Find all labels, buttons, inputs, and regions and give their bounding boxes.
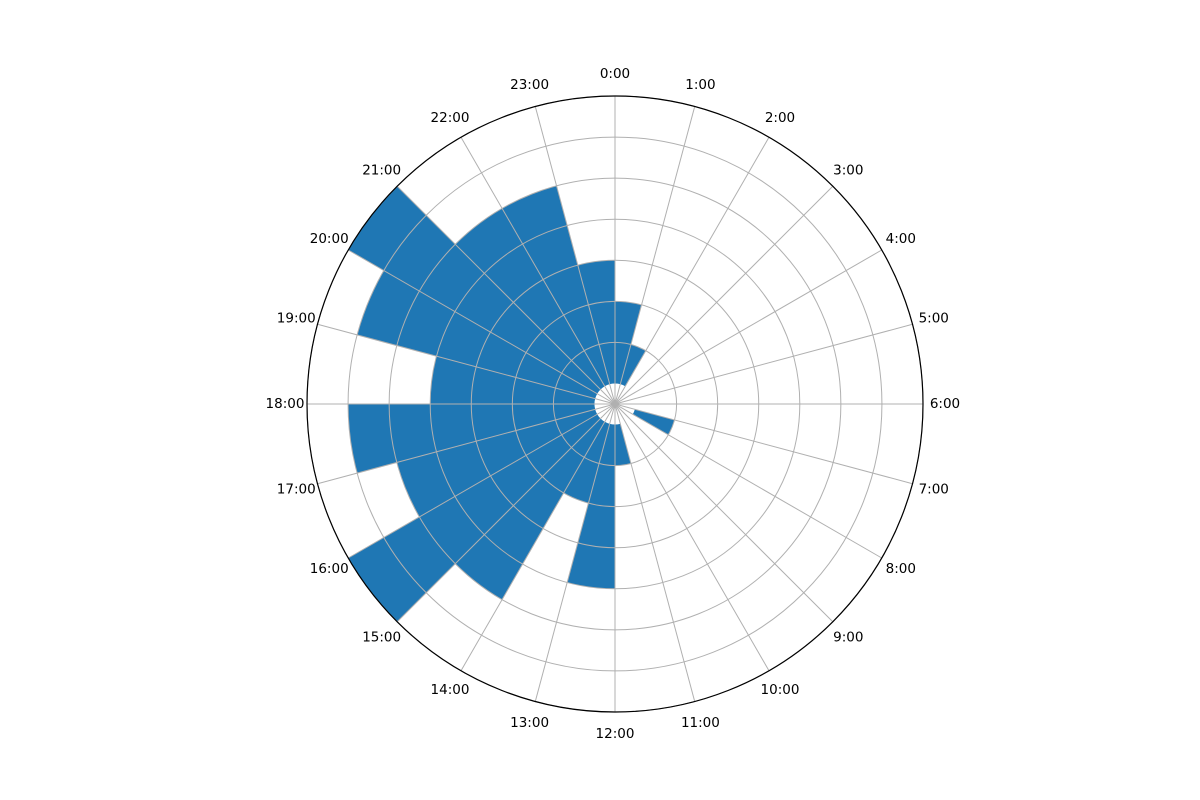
tick-label: 17:00	[277, 481, 316, 497]
grid-spoke	[348, 249, 616, 405]
grid-layer	[306, 95, 924, 713]
tick-label: 19:00	[277, 311, 316, 327]
bar-8:00	[629, 414, 633, 419]
tick-label: 22:00	[431, 110, 470, 126]
bar-22:00	[502, 185, 610, 387]
bar-14:00	[455, 418, 605, 600]
tick-label: 23:00	[510, 77, 549, 93]
grid-spoke	[614, 249, 882, 405]
tick-label: 11:00	[681, 715, 720, 731]
bar-16:00	[396, 409, 598, 517]
bar-0:00	[615, 301, 642, 385]
tick-label: 14:00	[431, 682, 470, 698]
tick-label: 21:00	[362, 163, 401, 179]
tick-label: 20:00	[310, 231, 349, 247]
bar-6:00	[634, 404, 636, 410]
tick-label: 5:00	[919, 311, 949, 327]
bar-15:00	[348, 414, 601, 622]
tick-label: 15:00	[362, 629, 401, 645]
tick-label: 6:00	[930, 396, 960, 412]
bar-19:00	[357, 270, 598, 399]
tick-label: 10:00	[761, 682, 800, 698]
tick-label: 9:00	[833, 629, 863, 645]
grid-spoke	[614, 137, 770, 405]
tick-label: 12:00	[596, 726, 635, 742]
grid-spoke	[396, 185, 616, 405]
bar-23:00	[577, 260, 615, 385]
grid-spoke	[317, 323, 616, 405]
grid-spoke	[614, 403, 882, 559]
grid-spoke	[396, 403, 616, 623]
grid-spoke	[460, 137, 616, 405]
grid-spoke	[534, 403, 616, 702]
grid-spoke	[614, 403, 913, 485]
grid-spoke	[534, 106, 616, 405]
tick-label: 7:00	[919, 481, 949, 497]
tick-label: 16:00	[310, 561, 349, 577]
grid-spoke	[348, 403, 616, 559]
tick-label: 3:00	[833, 163, 863, 179]
tick-label: 0:00	[600, 66, 630, 82]
tick-labels-layer: 0:00 1:00 2:00 3:00 4:00 5:00 6:00 7:00 8:00 9:00…	[266, 66, 961, 742]
grid-spoke	[614, 403, 696, 702]
grid-spoke	[614, 323, 913, 405]
tick-label: 18:00	[266, 396, 305, 412]
bar-13:00	[563, 421, 610, 504]
grid-spoke	[460, 403, 616, 671]
tick-label: 8:00	[886, 561, 916, 577]
bar-9:00	[625, 418, 630, 422]
bar-4:00	[632, 393, 635, 399]
tick-label: 13:00	[510, 715, 549, 731]
bar-11:00	[615, 423, 631, 466]
grid-spoke	[614, 403, 770, 671]
bar-3:00	[629, 389, 633, 394]
bar-5:00	[634, 398, 636, 404]
bar-1:00	[620, 344, 646, 387]
polar-spine	[306, 95, 924, 713]
grid-spoke	[614, 185, 834, 405]
bar-10:00	[620, 421, 626, 424]
bars-layer	[348, 185, 675, 622]
bar-20:00	[348, 186, 601, 394]
bar-17:00	[348, 404, 596, 474]
tick-label: 1:00	[685, 77, 715, 93]
grid-spoke	[614, 106, 696, 405]
tick-label: 4:00	[886, 231, 916, 247]
bar-7:00	[632, 409, 675, 435]
bar-2:00	[625, 386, 630, 390]
tick-label: 2:00	[765, 110, 795, 126]
grid-spoke	[614, 403, 834, 623]
grid-spoke	[317, 403, 616, 485]
bar-21:00	[455, 208, 605, 390]
